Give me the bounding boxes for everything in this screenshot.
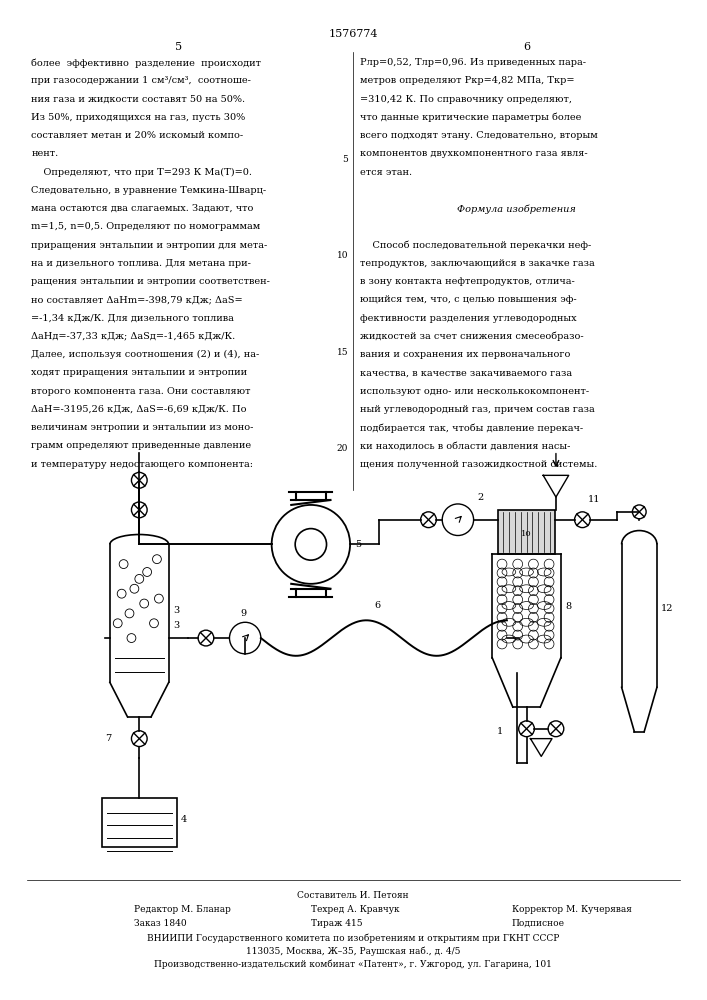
Text: 9: 9	[240, 609, 247, 618]
Text: Из 50%, приходящихся на газ, пусть 30%: Из 50%, приходящихся на газ, пусть 30%	[31, 113, 246, 122]
Text: Заказ 1840: Заказ 1840	[134, 919, 187, 928]
Text: 5: 5	[355, 540, 361, 549]
Text: Производственно-издательский комбинат «Патент», г. Ужгород, ул. Гагарина, 101: Производственно-издательский комбинат «П…	[154, 960, 552, 969]
Text: 113035, Москва, Ж–35, Раушская наб., д. 4/5: 113035, Москва, Ж–35, Раушская наб., д. …	[246, 947, 460, 956]
Text: 11: 11	[588, 495, 600, 504]
Text: но составляет ΔаHm=-398,79 кДж; ΔаS=: но составляет ΔаHm=-398,79 кДж; ΔаS=	[31, 295, 243, 304]
Text: Тираж 415: Тираж 415	[311, 919, 363, 928]
Text: всего подходят этану. Следовательно, вторым: всего подходят этану. Следовательно, вто…	[360, 131, 597, 140]
Text: нент.: нент.	[31, 149, 59, 158]
Text: Корректор М. Кучерявая: Корректор М. Кучерявая	[512, 905, 631, 914]
Text: приращения энтальпии и энтропии для мета-: приращения энтальпии и энтропии для мета…	[31, 241, 268, 250]
Text: m=1,5, n=0,5. Определяют по номограммам: m=1,5, n=0,5. Определяют по номограммам	[31, 222, 261, 231]
Text: ращения энтальпии и энтропии соответствен-: ращения энтальпии и энтропии соответстве…	[31, 277, 270, 286]
Text: вания и сохранения их первоначального: вания и сохранения их первоначального	[360, 350, 571, 359]
Text: Формула изобретения: Формула изобретения	[457, 204, 576, 214]
Text: величинам энтропии и энтальпии из моно-: величинам энтропии и энтальпии из моно-	[31, 423, 254, 432]
Text: Подписное: Подписное	[512, 919, 565, 928]
Text: ходят приращения энтальпии и энтропии: ходят приращения энтальпии и энтропии	[31, 368, 247, 377]
Text: второго компонента газа. Они составляют: второго компонента газа. Они составляют	[31, 387, 251, 396]
Text: 10: 10	[337, 251, 348, 260]
Text: грамм определяют приведенные давление: грамм определяют приведенные давление	[31, 441, 252, 450]
Text: ВНИИПИ Государственного комитета по изобретениям и открытиям при ГКНТ СССР: ВНИИПИ Государственного комитета по изоб…	[147, 934, 559, 943]
Text: 12: 12	[661, 604, 673, 613]
Text: тепродуктов, заключающийся в закачке газа: тепродуктов, заключающийся в закачке газ…	[360, 259, 595, 268]
Text: и температуру недостающего компонента:: и температуру недостающего компонента:	[31, 460, 253, 469]
Text: 5: 5	[175, 42, 182, 52]
Text: щения полученной газожидкостной системы.: щения полученной газожидкостной системы.	[360, 460, 597, 469]
Text: 10: 10	[521, 530, 532, 538]
Text: Редактор М. Бланар: Редактор М. Бланар	[134, 905, 231, 914]
Text: ΔаH=-3195,26 кДж, ΔаS=-6,69 кДж/К. По: ΔаH=-3195,26 кДж, ΔаS=-6,69 кДж/К. По	[31, 405, 247, 414]
Text: при газосодержании 1 см³/см³,  соотноше-: при газосодержании 1 см³/см³, соотноше-	[31, 76, 251, 85]
Text: составляет метан и 20% искомый компо-: составляет метан и 20% искомый компо-	[31, 131, 244, 140]
Text: 3: 3	[174, 606, 180, 615]
Text: ки находилось в области давления насы-: ки находилось в области давления насы-	[360, 441, 571, 450]
Text: используют одно- или несколькокомпонент-: используют одно- или несколькокомпонент-	[360, 387, 589, 396]
Text: Следовательно, в уравнение Темкина-Шварц-: Следовательно, в уравнение Темкина-Шварц…	[31, 186, 267, 195]
Text: ется этан.: ется этан.	[360, 168, 412, 177]
Bar	[498, 510, 555, 554]
Text: 4: 4	[180, 815, 187, 824]
Bar	[102, 798, 177, 847]
Text: ющийся тем, что, с целью повышения эф-: ющийся тем, что, с целью повышения эф-	[360, 295, 576, 304]
Text: ΔаHд=-37,33 кДж; ΔаSд=-1,465 кДж/К.: ΔаHд=-37,33 кДж; ΔаSд=-1,465 кДж/К.	[31, 332, 235, 341]
Text: мана остаются два слагаемых. Задают, что: мана остаются два слагаемых. Задают, что	[31, 204, 254, 213]
Text: жидкостей за счет снижения смесеобразо-: жидкостей за счет снижения смесеобразо-	[360, 332, 583, 341]
Text: 6: 6	[523, 42, 530, 52]
Text: 15: 15	[337, 348, 348, 357]
Text: ный углеводородный газ, причем состав газа: ный углеводородный газ, причем состав га…	[360, 405, 595, 414]
Text: 3: 3	[174, 621, 180, 630]
Text: ния газа и жидкости составят 50 на 50%.: ния газа и жидкости составят 50 на 50%.	[31, 95, 245, 104]
Text: компонентов двухкомпонентного газа явля-: компонентов двухкомпонентного газа явля-	[360, 149, 588, 158]
Text: Pлр=0,52, Tлр=0,96. Из приведенных пара-: Pлр=0,52, Tлр=0,96. Из приведенных пара-	[360, 58, 586, 67]
Text: Далее, используя соотношения (2) и (4), на-: Далее, используя соотношения (2) и (4), …	[31, 350, 259, 359]
Text: =310,42 К. По справочнику определяют,: =310,42 К. По справочнику определяют,	[360, 95, 572, 104]
Text: 6: 6	[374, 601, 380, 610]
Text: фективности разделения углеводородных: фективности разделения углеводородных	[360, 314, 576, 323]
Text: Способ последовательной перекачки неф-: Способ последовательной перекачки неф-	[360, 241, 591, 250]
Text: Составитель И. Петоян: Составитель И. Петоян	[297, 891, 409, 900]
Text: 20: 20	[337, 444, 348, 453]
Text: 1: 1	[497, 727, 503, 736]
Text: 1576774: 1576774	[328, 29, 378, 39]
Text: 2: 2	[477, 493, 484, 502]
Text: подбирается так, чтобы давление перекач-: подбирается так, чтобы давление перекач-	[360, 423, 583, 433]
Text: 7: 7	[105, 734, 112, 743]
Text: на и дизельного топлива. Для метана при-: на и дизельного топлива. Для метана при-	[31, 259, 251, 268]
Text: что данные критические параметры более: что данные критические параметры более	[360, 113, 581, 122]
Text: Определяют, что при T=293 К Mа(T)=0.: Определяют, что при T=293 К Mа(T)=0.	[31, 168, 252, 177]
Text: Техред А. Кравчук: Техред А. Кравчук	[311, 905, 399, 914]
Text: 8: 8	[566, 602, 572, 611]
Text: метров определяют Pкр=4,82 МПа, Tкр=: метров определяют Pкр=4,82 МПа, Tкр=	[360, 76, 574, 85]
Text: более  эффективно  разделение  происходит: более эффективно разделение происходит	[31, 58, 262, 68]
Text: 5: 5	[342, 155, 348, 164]
Text: качества, в качестве закачиваемого газа: качества, в качестве закачиваемого газа	[360, 368, 572, 377]
Text: в зону контакта нефтепродуктов, отлича-: в зону контакта нефтепродуктов, отлича-	[360, 277, 575, 286]
Text: =-1,34 кДж/К. Для дизельного топлива: =-1,34 кДж/К. Для дизельного топлива	[31, 314, 234, 323]
